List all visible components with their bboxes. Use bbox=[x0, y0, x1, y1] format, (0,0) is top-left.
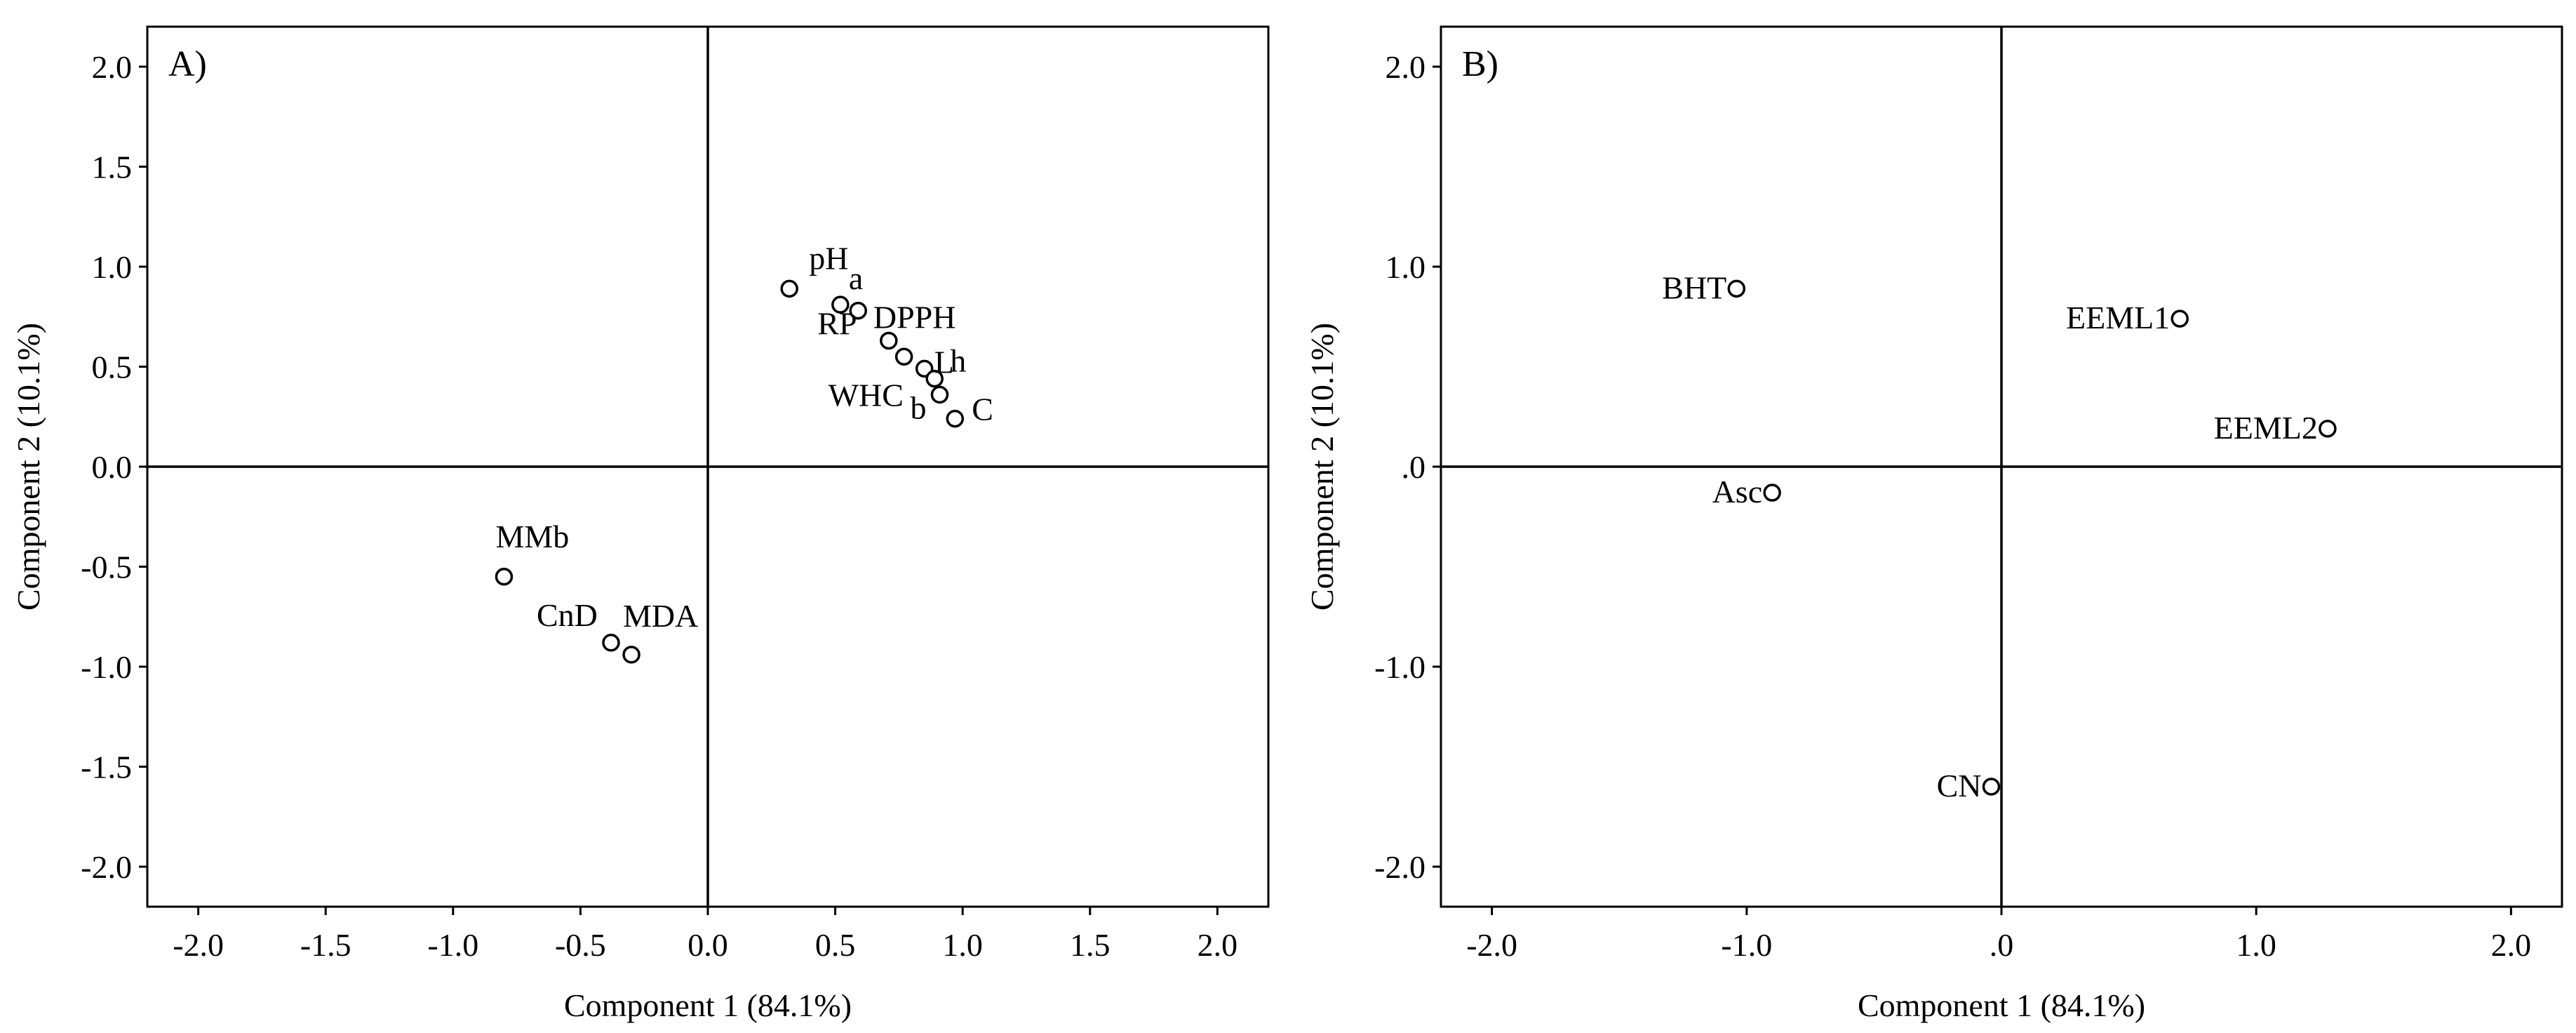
data-point bbox=[495, 568, 514, 586]
panel-b: B) -2.0 -1.0 .0 1.0 2.0 2.0 1.0 .0 -1.0 -2.0 BHT… bbox=[1304, 25, 2563, 1023]
point-label: CnD bbox=[537, 597, 598, 633]
point-label: DPPH bbox=[873, 299, 956, 335]
x-tick-label: -1.0 bbox=[1721, 927, 1772, 963]
point-label: CN bbox=[1937, 768, 1982, 804]
x-tick-label: 2.0 bbox=[2491, 927, 2532, 963]
data-point bbox=[831, 295, 850, 314]
points bbox=[1727, 279, 2337, 796]
data-point bbox=[925, 369, 944, 388]
y-tick-label: -1.0 bbox=[1374, 649, 1425, 685]
x-ticks: -2.0 -1.5 -1.0 -0.5 0.0 0.5 1.0 1.5 2.0 bbox=[173, 907, 1237, 963]
y-tick-label: 1.0 bbox=[92, 249, 133, 285]
data-point bbox=[930, 385, 949, 404]
point-label: MDA bbox=[623, 598, 698, 634]
point-label: EEML2 bbox=[2214, 410, 2318, 446]
point-label: RP bbox=[817, 306, 857, 342]
point-labels: BHT EEML1 EEML2 Asc CN bbox=[1662, 269, 2318, 804]
point-label: a bbox=[849, 260, 863, 296]
y-tick-label: 2.0 bbox=[1386, 49, 1426, 85]
y-tick-label: -1.5 bbox=[81, 749, 132, 785]
y-ticks: 2.0 1.5 1.0 0.5 0.0 -0.5 -1.0 -1.5 -2.0 bbox=[81, 49, 147, 885]
x-tick-label: -1.0 bbox=[427, 927, 478, 963]
data-point bbox=[1727, 279, 1746, 298]
point-label: WHC bbox=[829, 377, 904, 413]
y-tick-label: 0.5 bbox=[92, 349, 133, 385]
point-label: C bbox=[972, 392, 993, 427]
point-label: MMb bbox=[495, 519, 569, 554]
data-point bbox=[849, 301, 868, 320]
y-tick-label: 1.5 bbox=[92, 149, 133, 185]
panel-label: B) bbox=[1462, 44, 1498, 84]
y-tick-label: 1.0 bbox=[1386, 249, 1426, 285]
panel-a: A) -2.0 -1.5 -1.0 -0.5 0.0 0.5 1.0 1.5 2.0 2.0 1.… bbox=[11, 25, 1270, 1023]
data-point bbox=[2319, 420, 2337, 438]
y-tick-label: -2.0 bbox=[1374, 849, 1425, 885]
points bbox=[495, 279, 965, 664]
y-axis-title: Component 2 (10.1%) bbox=[1304, 323, 1340, 611]
data-point bbox=[880, 331, 898, 350]
y-tick-label: -1.0 bbox=[81, 649, 132, 685]
x-tick-label: 0.0 bbox=[687, 927, 728, 963]
x-tick-label: 2.0 bbox=[1198, 927, 1238, 963]
data-point bbox=[622, 646, 640, 664]
y-tick-label: -0.5 bbox=[81, 549, 132, 585]
y-ticks: 2.0 1.0 .0 -1.0 -2.0 bbox=[1374, 49, 1441, 885]
x-tick-label: -2.0 bbox=[1466, 927, 1517, 963]
point-label: b bbox=[910, 389, 926, 425]
data-point bbox=[780, 279, 798, 298]
point-label: Asc bbox=[1712, 474, 1763, 509]
point-label: L bbox=[934, 344, 954, 380]
y-tick-label: 0.0 bbox=[92, 449, 133, 485]
point-label: EEML1 bbox=[2066, 300, 2170, 335]
data-point bbox=[894, 347, 913, 366]
x-tick-label: 1.0 bbox=[2236, 927, 2276, 963]
x-axis-title: Component 1 (84.1%) bbox=[1858, 987, 2145, 1023]
point-labels: pHa RP DPPH WHC Lhb C MMb CnD MDA bbox=[495, 240, 993, 634]
data-point bbox=[1982, 778, 2001, 796]
point-label: BHT bbox=[1662, 269, 1726, 305]
x-tick-label: 0.5 bbox=[815, 927, 856, 963]
x-tick-label: -2.0 bbox=[173, 927, 224, 963]
data-point bbox=[1763, 484, 1781, 502]
y-tick-label: .0 bbox=[1402, 449, 1426, 485]
x-ticks: -2.0 -1.0 .0 1.0 2.0 bbox=[1466, 907, 2531, 963]
point-label: pH bbox=[809, 240, 848, 276]
x-axis-title: Component 1 (84.1%) bbox=[564, 987, 852, 1023]
y-tick-label: 2.0 bbox=[92, 49, 133, 85]
data-point bbox=[946, 409, 965, 428]
x-tick-label: -1.5 bbox=[300, 927, 351, 963]
y-axis-title: Component 2 (10.1%) bbox=[11, 323, 46, 611]
x-tick-label: 1.5 bbox=[1070, 927, 1111, 963]
y-tick-label: -2.0 bbox=[81, 849, 132, 885]
point-label: h bbox=[950, 343, 966, 379]
data-point bbox=[2171, 309, 2189, 328]
x-tick-label: .0 bbox=[1990, 927, 2014, 963]
x-tick-label: -0.5 bbox=[555, 927, 606, 963]
data-point bbox=[602, 634, 620, 652]
x-tick-label: 1.0 bbox=[942, 927, 983, 963]
panel-label: A) bbox=[168, 44, 207, 84]
